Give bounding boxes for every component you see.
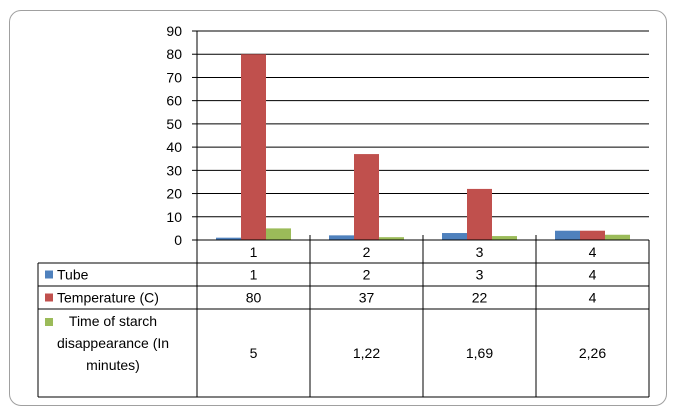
data-value: 3	[476, 267, 484, 283]
y-tick-label: 0	[174, 232, 182, 248]
data-value: 1,69	[466, 345, 493, 361]
category-label: 1	[250, 244, 258, 260]
category-label: 2	[363, 244, 371, 260]
bar-3-4	[605, 234, 630, 240]
legend-swatch-3	[45, 318, 53, 326]
data-value: 4	[589, 267, 597, 283]
y-tick-label: 90	[166, 23, 182, 39]
y-tick-label: 30	[166, 162, 182, 178]
y-tick-label: 20	[166, 186, 182, 202]
bar-2-2	[354, 154, 379, 240]
data-value: 80	[246, 290, 262, 306]
y-tick-label: 50	[166, 116, 182, 132]
data-value: 1,22	[353, 345, 380, 361]
series-label: Tube	[57, 267, 89, 283]
bar-3-2	[379, 237, 404, 240]
bar-2-3	[467, 188, 492, 240]
data-value: 2	[363, 267, 371, 283]
chart-frame	[9, 10, 667, 406]
bar-1-4	[555, 230, 580, 240]
data-value: 4	[589, 290, 597, 306]
bar-2-4	[580, 230, 605, 240]
y-tick-label: 60	[166, 93, 182, 109]
series-label-line: disappearance (In	[57, 335, 169, 351]
bar-1-3	[442, 233, 467, 240]
data-value: 22	[472, 290, 488, 306]
bar-3-3	[492, 236, 517, 240]
category-label: 4	[589, 244, 597, 260]
bar-1-2	[329, 235, 354, 240]
data-value: 37	[359, 290, 375, 306]
category-label: 3	[476, 244, 484, 260]
bar-1-1	[216, 237, 241, 240]
bar-2-1	[241, 54, 266, 240]
series-label: Temperature (C)	[57, 290, 159, 306]
data-value: 2,26	[579, 345, 606, 361]
data-value: 5	[250, 345, 258, 361]
bar-3-1	[266, 228, 291, 240]
y-tick-label: 80	[166, 46, 182, 62]
y-tick-label: 40	[166, 139, 182, 155]
series-label-line: minutes)	[86, 357, 140, 373]
legend-swatch-1	[45, 270, 53, 279]
series-label-line: Time of starch	[69, 313, 157, 329]
data-value: 1	[250, 267, 258, 283]
legend-swatch-2	[45, 293, 53, 302]
y-tick-label: 70	[166, 69, 182, 85]
y-tick-label: 10	[166, 209, 182, 225]
